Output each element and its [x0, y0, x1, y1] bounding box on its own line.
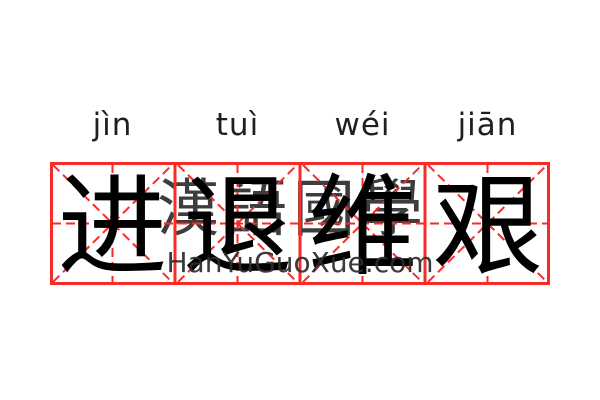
- pinyin-syllable-4: jiān: [457, 107, 518, 143]
- pinyin-syllable-3: wéi: [334, 107, 391, 143]
- watermark-url-text: HanYuGuoXue.com: [166, 246, 434, 279]
- pinyin-row: jìn tuì wéi jiān: [50, 101, 550, 149]
- pinyin-syllable-2: tuì: [215, 107, 260, 143]
- pinyin-syllable-1: jìn: [92, 107, 133, 143]
